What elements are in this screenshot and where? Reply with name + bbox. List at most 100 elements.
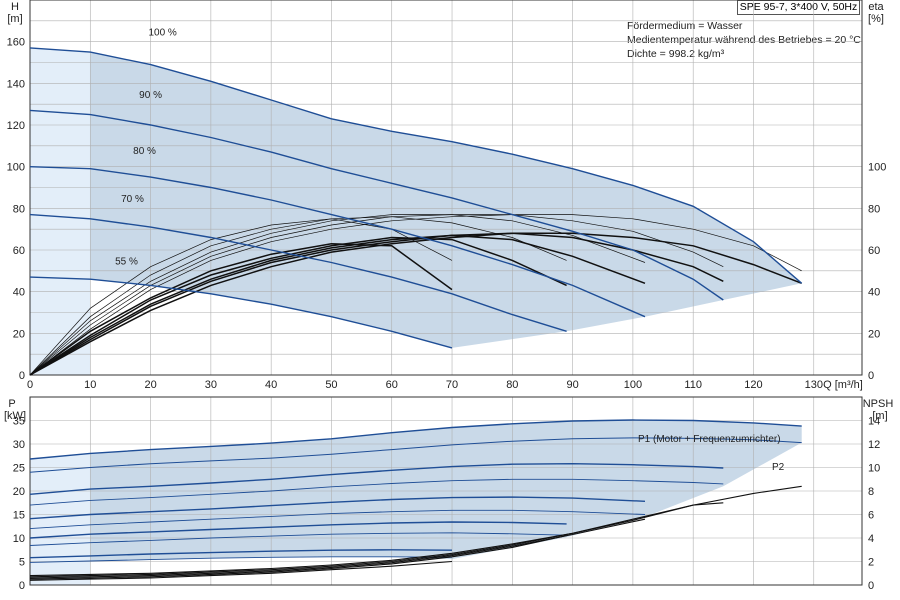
head-curve-label: 100 %: [148, 27, 176, 38]
eta-thin-curve-1: [29, 216, 567, 376]
p-axis-label: P: [8, 398, 15, 410]
head-curve-55: [29, 276, 453, 349]
eta-thin-curve-2: [29, 214, 646, 376]
p1-curve-2: [29, 521, 567, 539]
npsh-tick-label: 0: [868, 580, 874, 592]
npsh-tick-label: 4: [868, 533, 874, 545]
p2-curve-2: [29, 532, 567, 546]
x-axis-label: Q [m³/h]: [823, 379, 863, 391]
y-left-axis-label: H: [11, 1, 19, 13]
npsh-curve-3: [29, 502, 724, 578]
info-panel: Fördermedium = Wasser Medientemperatur w…: [627, 19, 867, 61]
head-efficiency-plot: 100 % 90 % 80 % 70 % 55 % 0 10 20 30 40 50 60 70 80 90…: [7, 0, 886, 391]
x-tick-label: 40: [265, 379, 277, 391]
npsh-axis-label: NPSH: [863, 398, 894, 410]
p2-label: P2: [772, 462, 785, 473]
head-curve-label: 80 %: [133, 146, 156, 157]
y-right-axis-label: eta: [868, 1, 884, 13]
x-tick-label: 10: [84, 379, 96, 391]
eta-thin-curve-4: [29, 214, 802, 376]
y-left-axis-unit: [m]: [7, 13, 22, 25]
y-right-tick-label: 80: [868, 203, 880, 215]
y-left-tick-label: 20: [13, 328, 25, 340]
p1-curve-0: [29, 462, 724, 495]
npsh-curve-2: [29, 518, 646, 579]
x-tick-label: 90: [566, 379, 578, 391]
head-curve-label: 55 %: [115, 257, 138, 268]
top-frame: [29, 0, 863, 376]
y-right-tick-label: 40: [868, 287, 880, 299]
y-left-tick-label: 140: [7, 78, 25, 90]
x-tick-label: 70: [446, 379, 458, 391]
head-curve-80: [29, 166, 646, 318]
npsh-tick-label: 2: [868, 557, 874, 569]
y-right-tick-label: 0: [868, 370, 874, 382]
head-curve-label: 90 %: [139, 90, 162, 101]
eta-curve-4: [29, 232, 802, 376]
npsh-curve-1: [29, 535, 567, 580]
p1-curve-1: [29, 496, 646, 520]
operating-range-area: [90, 52, 802, 348]
p-axis-unit: [kW]: [4, 410, 26, 422]
npsh-curve-4: [29, 485, 802, 577]
p2-max-curve: [29, 437, 802, 473]
model-label: SPE 95-7, 3*400 V, 50Hz: [739, 1, 858, 13]
p-tick-label: 25: [13, 463, 25, 475]
x-tick-label: 50: [325, 379, 337, 391]
y-right-tick-label: 60: [868, 245, 880, 257]
info-line-temperature: Medientemperatur während des Betriebes =…: [627, 34, 861, 46]
y-right-tick-label: 100: [868, 162, 886, 174]
npsh-tick-label: 10: [868, 463, 880, 475]
npsh-tick-label: 12: [868, 439, 880, 451]
p-tick-label: 10: [13, 533, 25, 545]
y-right-axis-unit: [%]: [868, 13, 884, 25]
p-tick-label: 35: [13, 416, 25, 428]
y-left-tick-label: 160: [7, 37, 25, 49]
bottom-frame: [29, 396, 863, 586]
head-curve-100: [29, 47, 803, 284]
info-line-density: Dichte = 998.2 kg/m³: [627, 48, 725, 60]
p1-curve-3: [29, 549, 453, 559]
x-tick-label: 0: [27, 379, 33, 391]
npsh-tick-label: 8: [868, 486, 874, 498]
x-tick-label: 120: [744, 379, 762, 391]
p1-max-curve: [29, 419, 802, 460]
x-tick-label: 110: [684, 379, 702, 391]
p2-curve-3: [29, 556, 453, 563]
x-tick-label: 20: [144, 379, 156, 391]
head-curve-70: [29, 213, 567, 332]
x-tick-label: 130: [805, 379, 823, 391]
npsh-tick-label: 14: [868, 416, 880, 428]
y-left-tick-label: 60: [13, 245, 25, 257]
head-curve-90: [29, 109, 724, 301]
low-flow-band-power: [30, 453, 91, 585]
p-tick-label: 20: [13, 486, 25, 498]
p-tick-label: 15: [13, 510, 25, 522]
npsh-curve-0: [29, 560, 453, 581]
y-left-tick-label: 120: [7, 120, 25, 132]
y-right-tick-label: 20: [868, 328, 880, 340]
eta-curve-1: [29, 236, 567, 376]
head-curve-label: 70 %: [121, 194, 144, 205]
p2-curve-1: [29, 509, 646, 530]
npsh-tick-label: 6: [868, 510, 874, 522]
eta-curve-2: [29, 234, 646, 376]
y-left-tick-label: 40: [13, 287, 25, 299]
model-label-box: SPE 95-7, 3*400 V, 50Hz: [737, 0, 860, 15]
y-left-tick-label: 0: [19, 370, 25, 382]
y-left-tick-label: 100: [7, 162, 25, 174]
power-npsh-plot: P1 (Motor + Frequenzumrichter)P205101520…: [4, 396, 894, 592]
x-tick-label: 60: [386, 379, 398, 391]
y-left-tick-label: 80: [13, 203, 25, 215]
p-tick-label: 5: [19, 557, 25, 569]
power-range-area: [90, 420, 802, 561]
x-tick-label: 30: [205, 379, 217, 391]
x-tick-label: 80: [506, 379, 518, 391]
npsh-axis-unit: [m]: [872, 410, 887, 422]
x-tick-label: 100: [624, 379, 642, 391]
p2-curve-0: [29, 478, 724, 506]
low-flow-band: [30, 47, 91, 376]
info-line-medium: Fördermedium = Wasser: [627, 20, 743, 32]
p1-label: P1 (Motor + Frequenzumrichter): [638, 434, 781, 445]
